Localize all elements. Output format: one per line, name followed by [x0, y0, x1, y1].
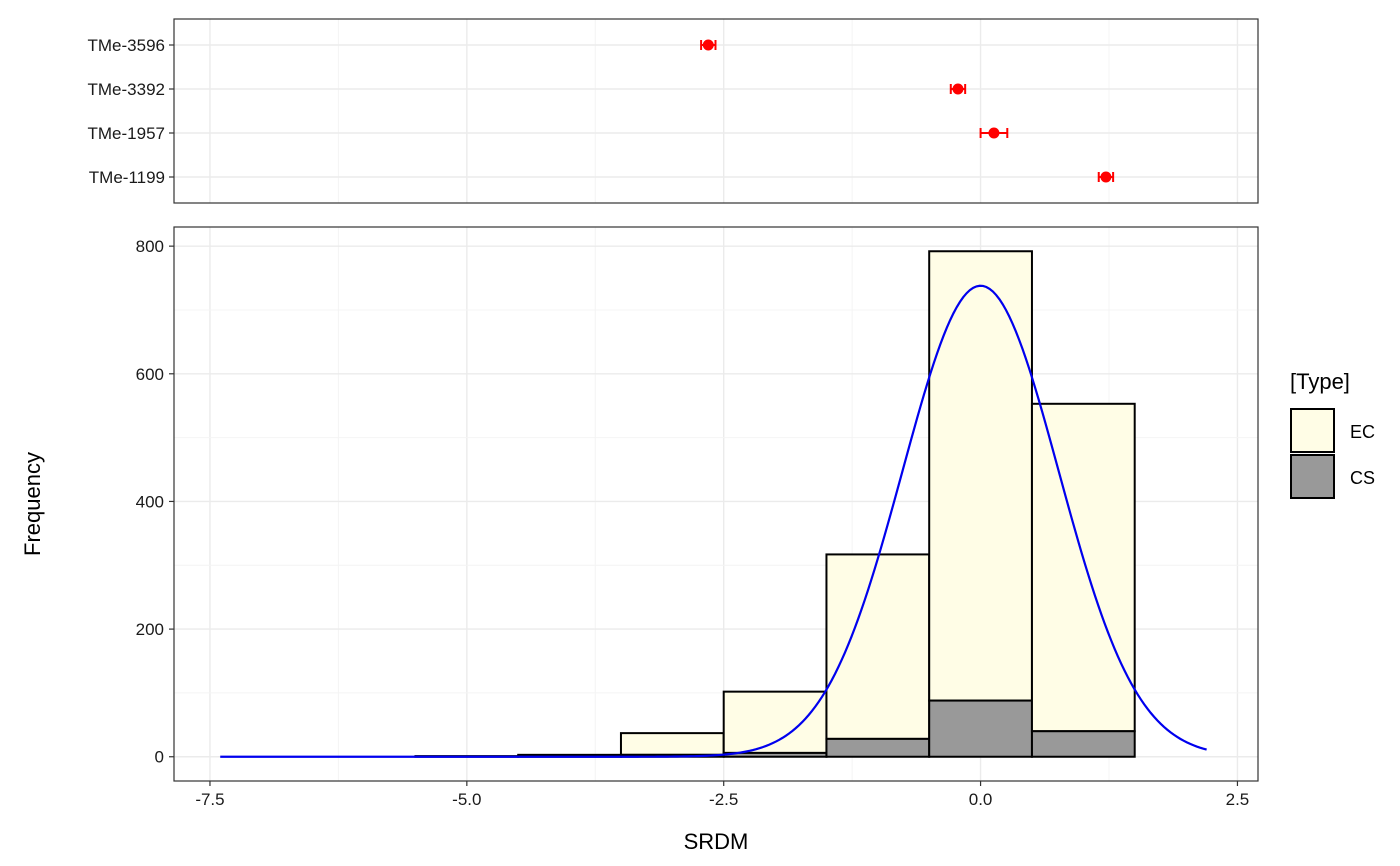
top-y-tick-label: TMe-3596 [88, 36, 165, 55]
bottom-x-tick-label: 0.0 [969, 790, 993, 809]
point-marker [988, 127, 1000, 139]
bar-bin-8 [1030, 402, 1136, 758]
bottom-y-tick-label: 200 [136, 620, 164, 639]
bottom-y-tick-label: 0 [155, 748, 164, 767]
density-curve [220, 284, 1207, 758]
legend-key [1290, 408, 1335, 453]
point-marker [1100, 171, 1112, 183]
legend-title: [Type] [1290, 369, 1350, 394]
bar-bin-4 [619, 732, 725, 758]
bottom-x-tick-label: 2.5 [1226, 790, 1250, 809]
top-point-tme-3596 [700, 39, 717, 51]
legend-label: EC [1350, 422, 1375, 442]
bottom-y-tick-label: 600 [136, 365, 164, 384]
legend-key [1290, 454, 1335, 499]
bottom-x-tick-label: -2.5 [709, 790, 738, 809]
top-panel: TMe-3596 TMe-3392 TMe-1957 TMe-1199 [88, 18, 1259, 204]
bottom-panel: 0 200 400 600 800 -7.5 -5.0 -2.5 0.0 2.5 [136, 226, 1259, 809]
bar-bin-6 [825, 553, 931, 758]
bar-segment-ec [619, 732, 725, 756]
bottom-y-tick-label: 400 [136, 492, 164, 511]
y-axis-title: Frequency [20, 452, 45, 556]
x-axis-title: SRDM [684, 829, 749, 854]
legend: [Type] EC CS [1290, 369, 1375, 499]
top-y-tick-label: TMe-1199 [89, 168, 165, 187]
top-y-tick-label: TMe-3392 [88, 80, 165, 99]
top-point-tme-3392 [949, 83, 967, 95]
legend-entry-cs: CS [1290, 454, 1375, 499]
top-points [700, 39, 1115, 183]
legend-entries: EC CS [1290, 408, 1375, 499]
legend-label: CS [1350, 468, 1375, 488]
top-gridlines [174, 19, 1258, 203]
bar-segment-ec [928, 250, 1033, 702]
legend-entry-ec: EC [1290, 408, 1375, 453]
bar-bin-7 [928, 250, 1033, 758]
bar-bin-5 [722, 690, 828, 758]
bar-segment-ec [825, 553, 931, 740]
bottom-y-tick-label: 800 [136, 237, 164, 256]
histogram-bars [414, 250, 1136, 758]
bottom-panel-border [173, 226, 1259, 782]
bar-segment-cs [928, 699, 1033, 758]
point-marker [702, 39, 714, 51]
bottom-x-tick-label: -5.0 [452, 790, 481, 809]
bar-segment-cs [825, 737, 931, 758]
bottom-x-tick-label: -7.5 [195, 790, 224, 809]
bar-segment-ec [722, 690, 828, 754]
point-marker [952, 83, 964, 95]
top-point-tme-1199 [1097, 171, 1115, 183]
bar-segment-cs [1030, 730, 1136, 758]
bar-segment-ec [1030, 402, 1136, 733]
bottom-y-ticks: 0 200 400 600 800 [136, 237, 174, 767]
bottom-x-ticks: -7.5 -5.0 -2.5 0.0 2.5 [195, 781, 1249, 809]
top-panel-border [173, 18, 1259, 204]
top-y-tick-label: TMe-1957 [88, 124, 165, 143]
top-point-tme-1957 [979, 127, 1009, 139]
top-y-ticks: TMe-3596 TMe-3392 TMe-1957 TMe-1199 [88, 36, 174, 187]
